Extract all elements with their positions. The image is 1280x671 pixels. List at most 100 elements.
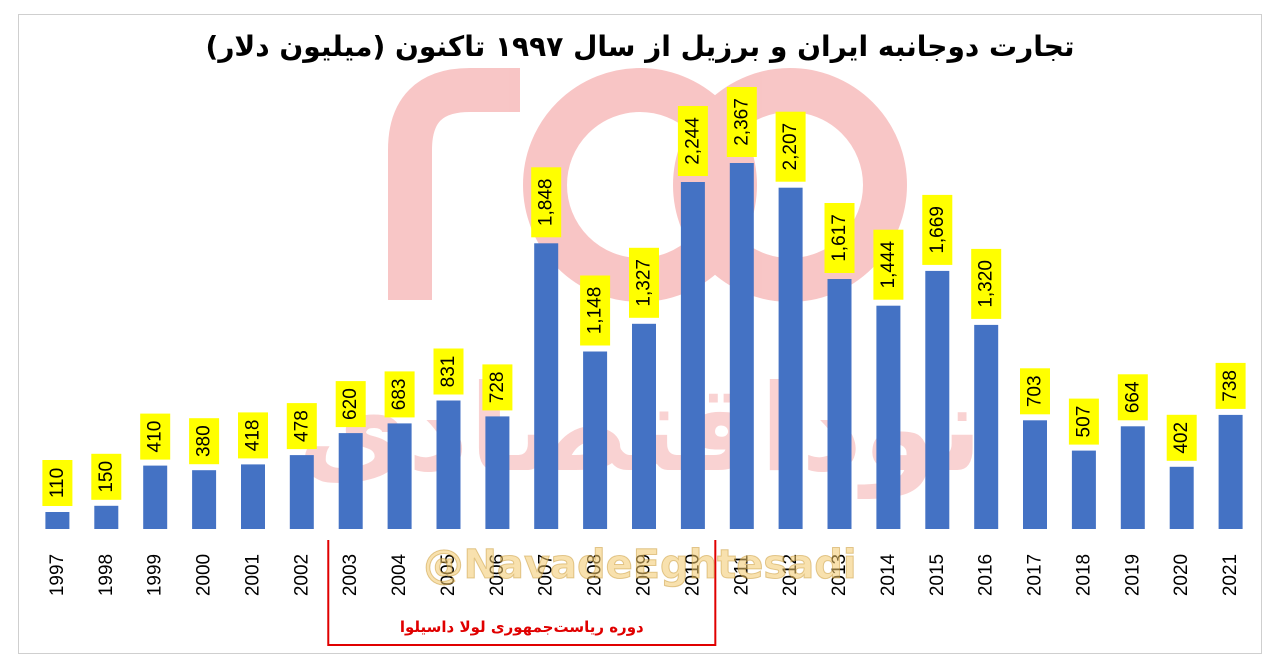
data-label-2013: 1,617 [824, 203, 855, 273]
svg-text:738: 738 [1220, 370, 1241, 402]
svg-text:1,617: 1,617 [829, 214, 850, 262]
svg-text:402: 402 [1171, 422, 1192, 454]
x-tick-2011: 2011 [731, 555, 752, 596]
data-label-2007: 1,848 [531, 167, 562, 238]
x-tick-2012: 2012 [780, 554, 801, 596]
data-label-2000: 380 [189, 418, 220, 465]
bar-2004 [387, 423, 412, 529]
svg-text:1,148: 1,148 [585, 287, 606, 335]
bar-2010 [680, 182, 705, 529]
bar-2008 [583, 351, 608, 529]
x-tick-1997: 1997 [47, 554, 68, 596]
x-tick-2002: 2002 [291, 554, 312, 596]
x-tick-2010: 2010 [682, 554, 703, 596]
bar-2007 [534, 243, 559, 530]
annotation-text: دوره ریاست‌جمهوری لولا داسیلوا [400, 618, 644, 636]
svg-text:1,327: 1,327 [634, 259, 655, 307]
x-tick-2005: 2005 [438, 554, 459, 596]
svg-text:1,320: 1,320 [976, 260, 997, 308]
data-label-2014: 1,444 [873, 229, 904, 300]
data-label-2018: 507 [1068, 398, 1099, 445]
x-tick-2021: 2021 [1220, 554, 1241, 596]
data-label-2019: 664 [1117, 374, 1148, 421]
x-tick-2016: 2016 [976, 554, 997, 596]
data-label-2020: 402 [1166, 414, 1197, 461]
svg-text:150: 150 [96, 461, 117, 493]
data-label-2003: 620 [335, 381, 366, 428]
watermark-handle-text: @NavadeEghtesadi [423, 542, 856, 588]
bar-2021 [1218, 414, 1243, 529]
bar-2012 [778, 187, 803, 529]
bar-2003 [338, 433, 363, 529]
svg-text:2,207: 2,207 [780, 123, 801, 171]
chart-title: تجارت دوجانبه ایران و برزیل از سال ۱۹۹۷ … [205, 30, 1075, 63]
x-tick-2013: 2013 [829, 554, 850, 596]
x-tick-2001: 2001 [243, 554, 264, 596]
svg-text:728: 728 [487, 372, 508, 404]
bar-2016 [974, 324, 999, 529]
bar-2011 [729, 163, 754, 529]
bar-2020 [1169, 466, 1194, 529]
data-label-2004: 683 [384, 371, 415, 418]
annotation-bracket: دوره ریاست‌جمهوری لولا داسیلوا [327, 540, 717, 646]
svg-text:410: 410 [145, 421, 166, 453]
x-tick-2009: 2009 [634, 554, 655, 596]
bar-2000 [192, 470, 217, 529]
bar-2014 [876, 305, 901, 529]
data-label-1998: 150 [91, 453, 122, 500]
bar-2015 [925, 270, 950, 529]
data-label-2009: 1,327 [629, 247, 659, 318]
svg-text:703: 703 [1025, 375, 1046, 407]
x-tick-2014: 2014 [878, 553, 899, 596]
svg-text:2,244: 2,244 [682, 117, 703, 165]
data-label-2021: 738 [1215, 362, 1246, 409]
data-label-1999: 410 [140, 413, 171, 460]
svg-text:620: 620 [340, 388, 361, 420]
data-label-2010: 2,244 [677, 106, 708, 176]
data-label-2015: 1,669 [922, 194, 953, 265]
bar-2013 [827, 279, 852, 529]
x-tick-2020: 2020 [1171, 554, 1192, 596]
svg-text:478: 478 [291, 410, 312, 442]
data-label-2001: 418 [238, 412, 268, 459]
data-label-2012: 2,207 [775, 111, 806, 182]
svg-text:1,444: 1,444 [878, 240, 899, 288]
bar-2005 [436, 400, 461, 529]
svg-text:1,848: 1,848 [536, 179, 557, 227]
bar-2017 [1023, 420, 1047, 529]
svg-text:2,367: 2,367 [731, 98, 752, 146]
bar-1998 [94, 505, 119, 529]
bar-2002 [289, 455, 314, 529]
x-tick-2000: 2000 [194, 554, 215, 596]
svg-text:1,669: 1,669 [927, 206, 948, 254]
data-label-2011: 2,367 [726, 87, 757, 157]
x-tick-2008: 2008 [585, 554, 606, 596]
bar-1999 [143, 465, 168, 529]
x-tick-1998: 1998 [96, 554, 117, 596]
x-tick-2007: 2007 [536, 554, 557, 596]
svg-text:507: 507 [1073, 406, 1094, 438]
data-label-2005: 831 [433, 348, 464, 395]
x-tick-2004: 2004 [389, 553, 410, 596]
svg-text:418: 418 [243, 420, 264, 452]
bar-1997 [45, 512, 70, 529]
x-tick-2018: 2018 [1073, 554, 1094, 596]
data-label-2002: 478 [286, 403, 317, 450]
bar-2018 [1071, 450, 1096, 529]
data-label-2017: 703 [1020, 368, 1050, 415]
svg-text:831: 831 [438, 356, 459, 388]
svg-text:664: 664 [1122, 381, 1143, 413]
x-tick-1999: 1999 [145, 554, 166, 596]
data-label-2006: 728 [482, 364, 513, 411]
x-tick-2017: 2017 [1025, 554, 1046, 596]
x-tick-2006: 2006 [487, 554, 508, 596]
svg-text:110: 110 [47, 468, 68, 498]
svg-text:380: 380 [194, 425, 215, 457]
bar-2001 [241, 464, 265, 529]
data-label-2016: 1,320 [971, 248, 1002, 319]
bar-2019 [1120, 426, 1145, 529]
bar-2006 [485, 416, 510, 529]
data-label-1997: 110 [42, 460, 73, 506]
x-tick-2003: 2003 [340, 554, 361, 596]
